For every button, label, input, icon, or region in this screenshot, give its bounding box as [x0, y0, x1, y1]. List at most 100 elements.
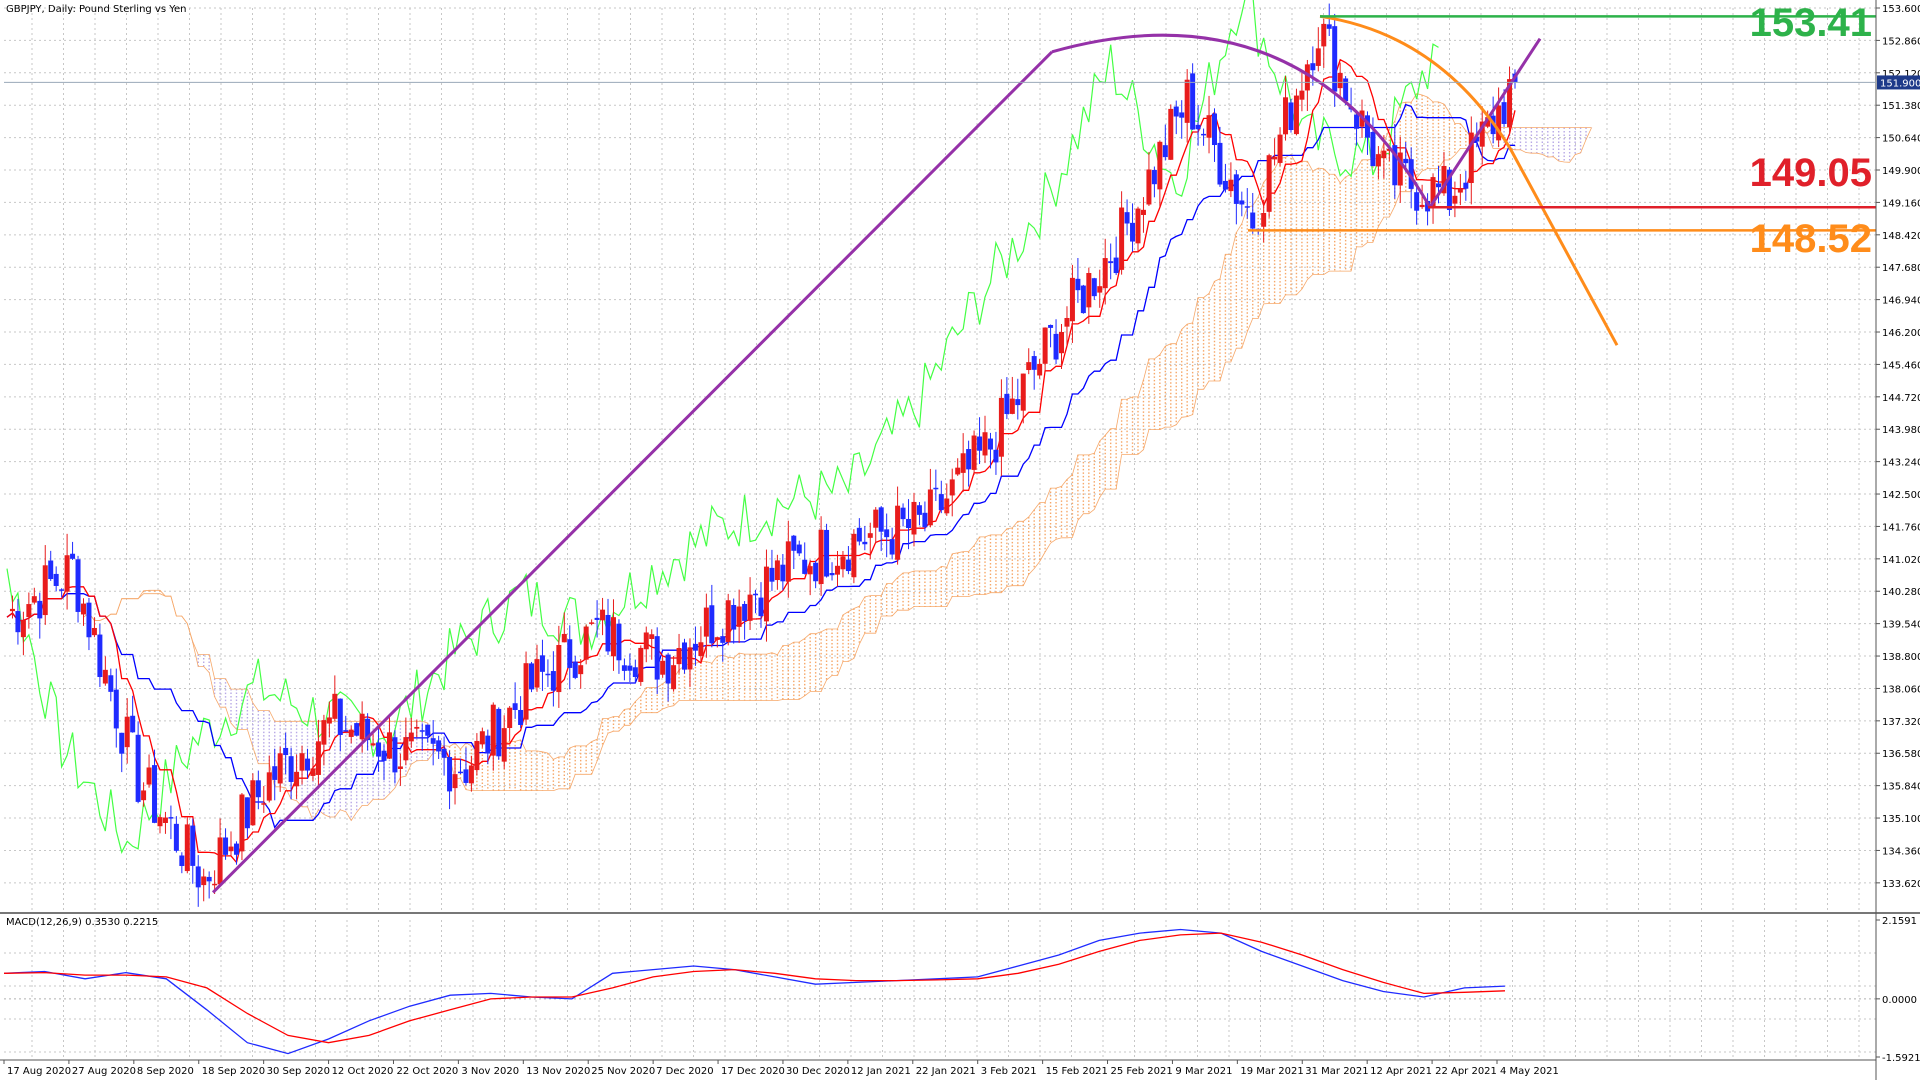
candle-body: [1436, 183, 1442, 188]
candle-body: [463, 769, 469, 783]
price-tick-label: 141.020: [1882, 555, 1920, 566]
candle-body: [616, 623, 622, 661]
candle-body: [1102, 258, 1108, 289]
candle-body: [354, 723, 360, 736]
candle-body: [425, 724, 431, 736]
candle-body: [157, 817, 163, 827]
price-tick-label: 135.100: [1882, 814, 1920, 825]
price-tick-label: 134.360: [1882, 846, 1920, 857]
price-tick-label: 152.860: [1882, 36, 1920, 47]
candle-body: [758, 597, 764, 617]
candle-body: [1135, 208, 1141, 244]
price-tick-label: 146.940: [1882, 296, 1920, 307]
candle-body: [1217, 142, 1223, 185]
candle-body: [1053, 333, 1059, 360]
price-tick-label: 143.980: [1882, 425, 1920, 436]
candle-body: [621, 665, 627, 671]
candle-body: [419, 730, 425, 732]
candle-body: [310, 768, 316, 776]
time-tick-label: 31 Mar 2021: [1305, 1066, 1368, 1077]
candle-body: [261, 803, 267, 805]
candle-body: [987, 438, 993, 450]
candle-body: [867, 533, 873, 538]
time-tick-label: 27 Aug 2020: [72, 1066, 136, 1077]
candle-body: [1463, 182, 1469, 189]
candle-body: [201, 876, 207, 886]
candle-body: [1201, 133, 1207, 136]
candle-body: [408, 732, 414, 742]
candle-body: [851, 533, 857, 578]
time-tick-label: 12 Jan 2021: [851, 1066, 911, 1077]
candle-body: [1064, 317, 1070, 327]
price-tick-label: 137.320: [1882, 717, 1920, 728]
time-tick-label: 22 Apr 2021: [1435, 1066, 1497, 1077]
candle-body: [736, 606, 742, 627]
candle-body: [1244, 206, 1250, 208]
candle-body: [550, 671, 556, 691]
candle-body: [523, 663, 529, 720]
candle-body: [1507, 79, 1513, 128]
time-tick-label: 17 Aug 2020: [7, 1066, 71, 1077]
candle-body: [1479, 121, 1485, 147]
candle-body: [796, 544, 802, 554]
time-tick-label: 30 Dec 2020: [786, 1066, 850, 1077]
ichimoku-cloud: [83, 93, 1593, 822]
candle-body: [856, 527, 862, 542]
candle-body: [1326, 24, 1332, 29]
time-tick-label: 12 Oct 2020: [332, 1066, 394, 1077]
candle-body: [1222, 180, 1228, 190]
purple-rise-line: [1428, 37, 1542, 209]
candle-body: [343, 730, 349, 732]
candle-body: [152, 765, 158, 823]
candle-body: [955, 467, 961, 475]
orange-arc: [1319, 14, 1512, 149]
candle-body: [1392, 145, 1398, 186]
candle-body: [1261, 213, 1267, 227]
price-tick-label: 147.680: [1882, 263, 1920, 274]
candle-body: [1250, 212, 1256, 229]
time-tick-label: 8 Sep 2020: [137, 1066, 194, 1077]
candle-body: [277, 753, 283, 784]
macd-title: MACD(12,26,9) 0.3530 0.2215: [6, 917, 158, 928]
candle-body: [692, 643, 698, 651]
candle-body: [1162, 145, 1168, 158]
candle-body: [1157, 141, 1163, 190]
candle-body: [1086, 273, 1092, 308]
candle-body: [966, 449, 972, 470]
candle-body: [381, 750, 387, 761]
candle-body: [1430, 177, 1436, 209]
candle-body: [698, 642, 704, 656]
candle-body: [862, 541, 868, 545]
candle-body: [124, 716, 130, 748]
candle-body: [583, 626, 589, 660]
candle-body: [682, 642, 688, 670]
macd-tick-label: -1.5921: [1882, 1053, 1920, 1064]
candle-body: [1375, 154, 1381, 167]
candle-body: [676, 647, 682, 665]
candle-body: [386, 732, 392, 759]
candle-body: [813, 562, 819, 582]
time-tick-label: 3 Nov 2020: [461, 1066, 519, 1077]
candle-body: [1299, 90, 1305, 100]
candle-body: [556, 644, 562, 693]
candle-body: [960, 453, 966, 473]
candle-body: [1211, 113, 1217, 146]
candle-body: [86, 602, 92, 638]
price-tick-label: 142.500: [1882, 490, 1920, 501]
candle-body: [59, 589, 65, 591]
price-tick-label: 135.840: [1882, 782, 1920, 793]
candle-body: [108, 675, 114, 692]
purple-trend-line: [211, 50, 1054, 894]
candle-body: [1501, 102, 1507, 124]
time-tick-label: 18 Sep 2020: [202, 1066, 265, 1077]
candle-body: [1228, 179, 1234, 192]
price-tick-label: 143.240: [1882, 458, 1920, 469]
candle-body: [1425, 200, 1431, 212]
time-tick-label: 7 Dec 2020: [656, 1066, 714, 1077]
candle-body: [785, 541, 791, 582]
candle-body: [938, 494, 944, 511]
candle-body: [1414, 192, 1420, 211]
candle-body: [1130, 222, 1136, 242]
time-tick-label: 22 Jan 2021: [916, 1066, 976, 1077]
candle-body: [212, 883, 218, 886]
